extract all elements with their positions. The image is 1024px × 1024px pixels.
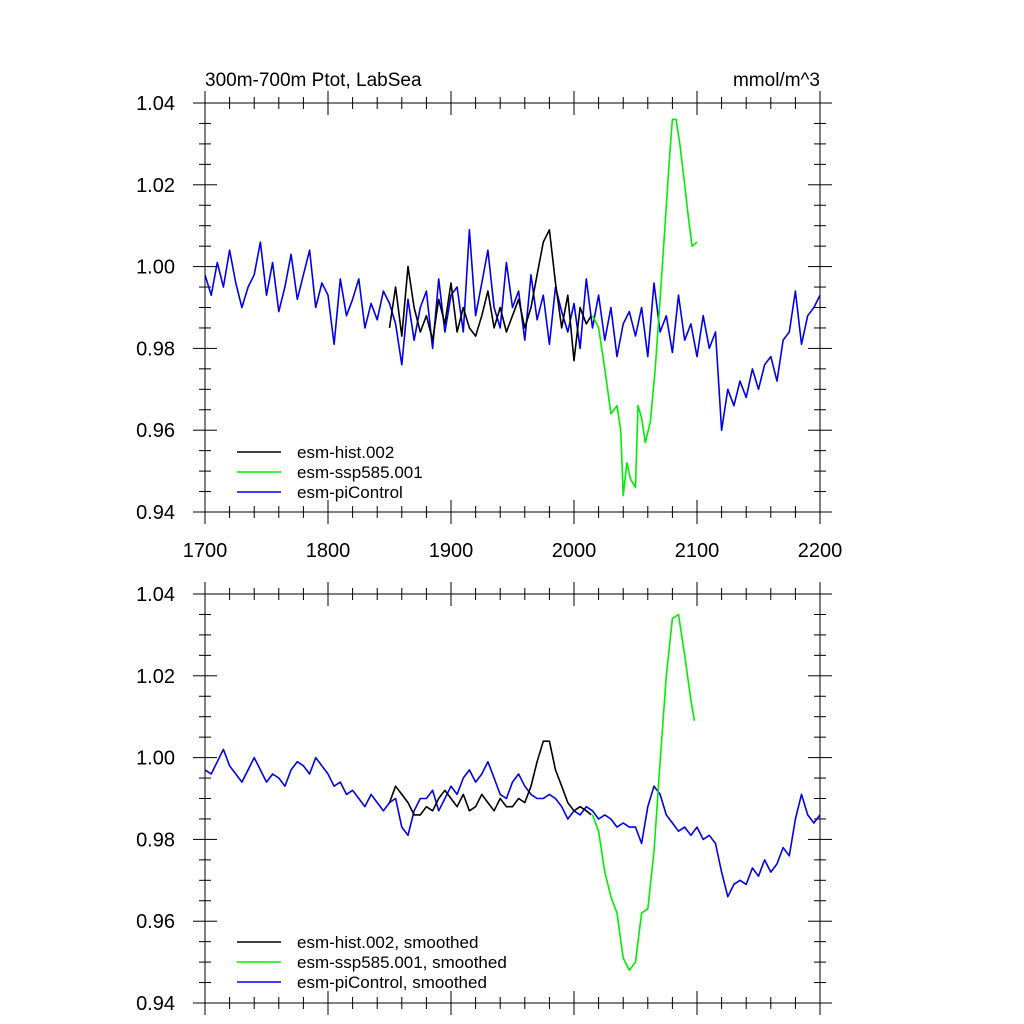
y-tick-label: 0.94 — [136, 993, 175, 1015]
x-tick-label: 1800 — [306, 540, 351, 562]
y-tick-label: 1.02 — [136, 175, 175, 197]
y-tick-label: 1.02 — [136, 666, 175, 688]
x-tick-label: 1700 — [183, 540, 228, 562]
series-line-esm-hist-002-smoothed — [388, 740, 592, 816]
series-line-esm-picontrol — [205, 229, 820, 432]
y-tick-label: 1.04 — [136, 584, 175, 606]
y-tick-label: 0.96 — [136, 420, 175, 442]
legend-label: esm-ssp585.001 — [297, 463, 423, 482]
y-tick-label: 0.96 — [136, 911, 175, 933]
legend-label: esm-hist.002 — [297, 443, 394, 462]
y-tick-label: 1.00 — [136, 748, 175, 770]
y-tick-label: 1.00 — [136, 257, 175, 279]
x-tick-label: 1900 — [429, 540, 474, 562]
legend-label: esm-ssp585.001, smoothed — [297, 953, 507, 972]
panel-title-left: 300m-700m Ptot, LabSea — [205, 70, 422, 91]
y-tick-label: 0.94 — [136, 502, 175, 524]
series-line-esm-ssp585-001 — [591, 118, 698, 497]
series-line-esm-hist-002 — [388, 229, 592, 362]
top-panel: 300m-700m Ptot, LabSea mmol/m^3 0.94 0.96… — [136, 70, 842, 562]
series-line-esm-ssp585-001-smoothed — [591, 613, 696, 972]
panel-title-right: mmol/m^3 — [733, 70, 820, 91]
legend-label: esm-piControl — [297, 483, 403, 502]
y-tick-label: 0.98 — [136, 338, 175, 360]
x-tick-label: 2000 — [552, 540, 597, 562]
legend-label: esm-piControl, smoothed — [297, 973, 487, 992]
legend-label: esm-hist.002, smoothed — [297, 933, 478, 952]
y-tick-label: 1.04 — [136, 93, 175, 115]
y-tick-label: 0.98 — [136, 829, 175, 851]
bottom-panel: 0.94 0.96 0.98 1.00 1.02 1.04 esm-hist.002, sm… — [136, 582, 832, 1015]
x-tick-label: 2100 — [675, 540, 720, 562]
x-tick-label: 2200 — [798, 540, 843, 562]
series-line-esm-picontrol-smoothed — [205, 748, 820, 898]
